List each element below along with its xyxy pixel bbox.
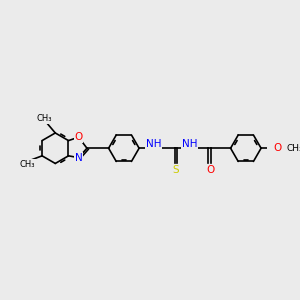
Text: O: O — [74, 132, 83, 142]
Text: O: O — [274, 143, 282, 153]
Text: O: O — [206, 165, 214, 175]
Text: CH₃: CH₃ — [287, 144, 300, 153]
Text: CH₃: CH₃ — [37, 115, 52, 124]
Text: N: N — [75, 153, 83, 163]
Text: NH: NH — [182, 139, 197, 149]
Text: CH₃: CH₃ — [20, 160, 35, 169]
Text: NH: NH — [146, 139, 161, 149]
Text: S: S — [172, 165, 178, 175]
